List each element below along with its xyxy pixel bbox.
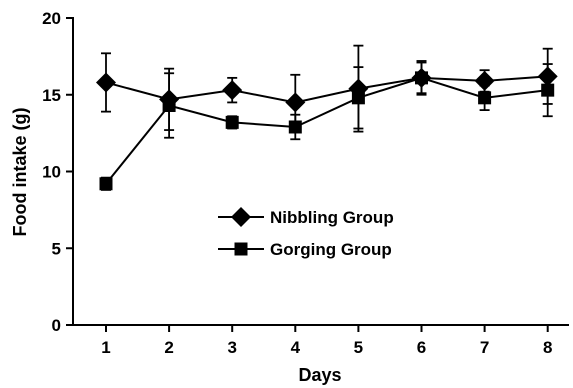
series-line-nibbling: [105, 75, 548, 104]
series-nibbling: [96, 44, 558, 133]
legend-item-gorging: Gorging Group: [218, 240, 392, 259]
series-layer: [96, 44, 558, 191]
data-point-gorging-2: [162, 98, 176, 112]
legend-label-nibbling: Nibbling Group: [270, 208, 394, 227]
x-tick-label-1: 1: [101, 338, 110, 357]
x-tick-label-4: 4: [291, 338, 301, 357]
data-point-nibbling-4: [285, 92, 306, 113]
series-line-gorging: [105, 76, 548, 185]
y-tick-label-15: 15: [42, 86, 61, 105]
x-axis-title: Days: [298, 365, 341, 385]
data-point-gorging-8: [541, 83, 555, 97]
data-point-gorging-5: [351, 91, 365, 105]
x-tick-label-3: 3: [227, 338, 236, 357]
data-point-gorging-7: [478, 91, 492, 105]
y-tick-label-20: 20: [42, 9, 61, 28]
legend-item-nibbling: Nibbling Group: [218, 207, 394, 227]
series-gorging: [99, 60, 555, 191]
ticks-layer: 0 5 10 15 20 1 2 3 4 5 6 7 8: [42, 9, 552, 357]
y-tick-label-10: 10: [42, 163, 61, 182]
x-tick-label-2: 2: [164, 338, 173, 357]
data-point-gorging-6: [415, 71, 428, 85]
axes: [72, 17, 569, 326]
legend-marker-nibbling: [231, 207, 251, 227]
data-point-gorging-1: [99, 177, 113, 191]
x-tick-label-5: 5: [354, 338, 363, 357]
x-tick-label-7: 7: [480, 338, 489, 357]
data-point-nibbling-3: [222, 80, 243, 101]
legend-label-gorging: Gorging Group: [270, 240, 392, 259]
data-point-nibbling-1: [96, 72, 116, 93]
y-tick-label-5: 5: [52, 239, 61, 258]
y-axis-title: Food intake (g): [10, 108, 30, 237]
x-tick-label-8: 8: [543, 338, 552, 357]
data-point-gorging-4: [288, 120, 302, 134]
data-point-gorging-3: [225, 115, 239, 129]
x-tick-label-6: 6: [417, 338, 426, 357]
legend: Nibbling Group Gorging Group: [218, 207, 394, 259]
legend-marker-gorging: [234, 242, 248, 256]
y-tick-label-0: 0: [52, 316, 61, 335]
